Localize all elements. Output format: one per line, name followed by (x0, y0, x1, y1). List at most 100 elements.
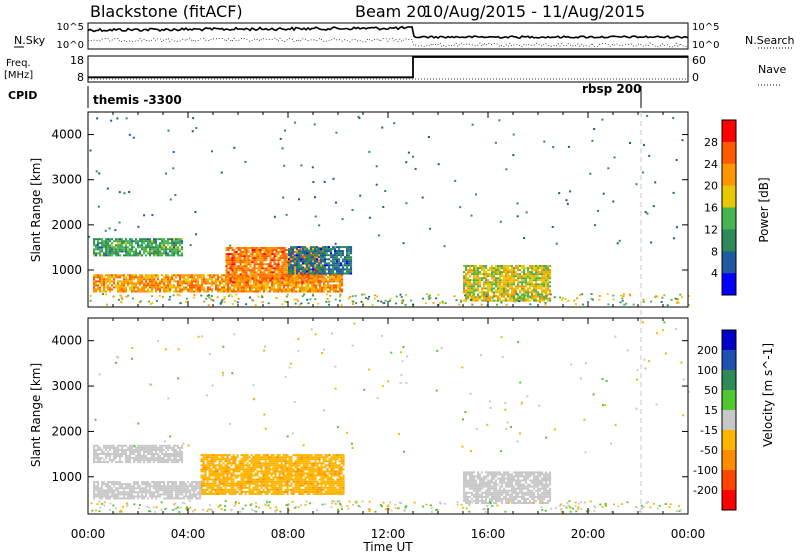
power-cell (523, 279, 526, 282)
velocity-cell (260, 456, 263, 459)
power-scatter (643, 143, 645, 146)
power-cell (271, 271, 274, 274)
velocity-cell (292, 478, 295, 481)
power-cell (177, 290, 180, 293)
power-cell (137, 278, 140, 281)
velocity-cell (107, 489, 110, 492)
power-cell (306, 270, 309, 273)
power-cell (249, 263, 252, 266)
power-cell (535, 299, 538, 302)
power-cell (288, 254, 291, 257)
power-cell (463, 289, 466, 292)
power-scatter (558, 192, 561, 195)
noise-right-tick-top: 10^5 (692, 22, 719, 33)
power-speckle (131, 297, 134, 300)
power-speckle (623, 293, 625, 295)
power-cell (489, 295, 492, 298)
velocity-cell (236, 466, 239, 469)
power-cell (333, 286, 336, 289)
velocity-cell (312, 462, 315, 465)
power-cell (113, 248, 116, 251)
velocity-cell (312, 474, 315, 477)
power-cell (199, 288, 202, 291)
power-speckle (151, 302, 154, 304)
power-cell (103, 242, 106, 245)
power-cell (141, 246, 144, 249)
power-cell (261, 284, 264, 287)
power-cell (103, 278, 106, 281)
power-cell (143, 252, 146, 255)
power-scatter (229, 244, 232, 247)
power-cell (131, 280, 134, 283)
power-cell (245, 279, 248, 282)
velocity-cell (236, 482, 239, 485)
power-cell (320, 248, 323, 251)
velocity-cell (260, 482, 263, 485)
velocity-cell (222, 492, 225, 495)
velocity-cell (224, 492, 227, 495)
power-speckle (377, 300, 380, 302)
power-cell (229, 286, 232, 289)
power-cell (163, 280, 166, 283)
power-cell (255, 255, 258, 258)
power-cell (529, 287, 532, 290)
velocity-cell (258, 464, 261, 467)
power-cell (171, 238, 174, 241)
power-cell (545, 281, 548, 284)
velocity-cell (228, 488, 231, 491)
power-cell (527, 289, 530, 292)
velocity-cell (165, 493, 168, 496)
power-speckle (371, 303, 374, 306)
velocity-cell (224, 480, 227, 483)
power-cell (285, 255, 288, 258)
power-cell (511, 273, 514, 276)
power-cell (93, 250, 96, 253)
velocity-cell (214, 490, 217, 493)
power-cell (285, 259, 288, 262)
velocity-cell (222, 458, 225, 461)
power-cell (313, 281, 316, 284)
power-cell (547, 275, 550, 278)
power-cell (111, 242, 114, 245)
velocity-cell (316, 482, 319, 485)
velocity-cell (330, 462, 333, 465)
power-cell (273, 284, 276, 287)
velocity-cell (258, 458, 261, 461)
power-cell (539, 283, 542, 286)
power-cell (311, 284, 314, 287)
power-cell (157, 244, 160, 247)
power-speckle (286, 293, 289, 296)
velocity-cell (109, 487, 112, 490)
power-cell (157, 246, 160, 249)
power-cell (263, 269, 266, 272)
velocity-cell (334, 472, 337, 475)
power-cell (253, 269, 256, 272)
power-cell (481, 273, 484, 276)
power-cell (310, 272, 313, 275)
power-cell (117, 274, 120, 277)
power-cell (183, 286, 186, 289)
velocity-cell (212, 472, 215, 475)
velocity-cell (226, 458, 229, 461)
power-cell (219, 276, 222, 279)
velocity-cell (143, 483, 146, 486)
velocity-cell (340, 460, 343, 463)
power-cell (149, 286, 152, 289)
power-cell (173, 250, 176, 253)
power-cell (253, 279, 256, 282)
power-cell (271, 259, 274, 262)
velocity-cell (244, 482, 247, 485)
power-cell (277, 271, 280, 274)
velocity-cell (296, 484, 299, 487)
power-scatter (118, 221, 121, 224)
power-cell (306, 262, 309, 265)
velocity-cell (312, 490, 315, 493)
power-cell (107, 254, 110, 257)
power-cell (308, 254, 311, 257)
velocity-cell (306, 492, 309, 495)
power-speckle (670, 298, 673, 301)
velocity-cell (272, 472, 275, 475)
velocity-cell (294, 460, 297, 463)
velocity-cell (302, 484, 305, 487)
power-cell (259, 251, 262, 253)
